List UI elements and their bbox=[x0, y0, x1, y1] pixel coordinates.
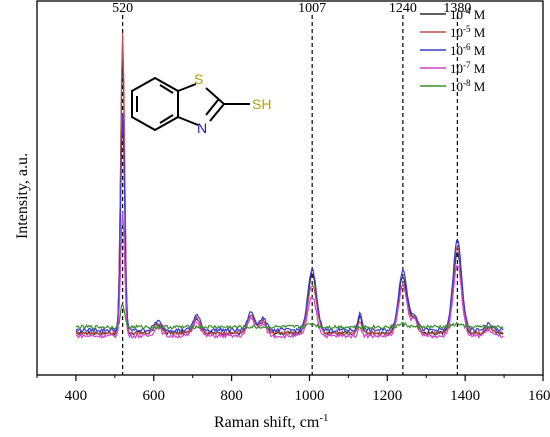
c-n-double-bond bbox=[205, 99, 219, 116]
spectrum-series-line bbox=[75, 48, 504, 337]
x-tick-label: 400 bbox=[65, 388, 88, 404]
spectrum-series-line bbox=[75, 302, 504, 331]
spectrum-series-line bbox=[75, 32, 504, 337]
peak-label: 1380 bbox=[443, 1, 471, 16]
x-tick-label: 1600 bbox=[528, 388, 550, 404]
x-tick-label: 600 bbox=[143, 388, 166, 404]
x-axis-ticks: 400 600 800 1000 1200 1400 1600 bbox=[36, 375, 550, 404]
legend-entry: 10-5 M bbox=[450, 24, 486, 40]
plot-frame bbox=[36, 0, 544, 376]
double-bond bbox=[159, 114, 174, 124]
x-tick-label: 1200 bbox=[372, 388, 402, 404]
double-bond bbox=[159, 84, 174, 94]
thiol-group-label: SH bbox=[252, 96, 271, 112]
x-tick-label: 800 bbox=[220, 388, 243, 404]
legend: 10-4 M 10-5 M 10-6 M 10-7 M 10-8 M bbox=[420, 6, 486, 94]
peak-label: 1007 bbox=[298, 1, 326, 16]
benzothiazole-thiol-structure bbox=[131, 76, 250, 132]
peak-label: 520 bbox=[112, 1, 133, 16]
c-n-bond bbox=[209, 103, 225, 122]
c-s-bond bbox=[177, 83, 197, 92]
benzene-ring bbox=[131, 76, 179, 132]
x-tick-label: 1400 bbox=[450, 388, 480, 404]
x-axis-label: Raman shift, cm-1 bbox=[214, 412, 328, 431]
legend-entry: 10-4 M bbox=[450, 6, 486, 22]
y-axis-label: Intensity, a.u. bbox=[14, 153, 31, 239]
legend-entry: 10-8 M bbox=[450, 78, 486, 94]
peak-label: 1240 bbox=[389, 1, 417, 16]
x-tick-label: 1000 bbox=[294, 388, 324, 404]
legend-entry: 10-7 M bbox=[450, 60, 486, 76]
spectrum-series-line bbox=[75, 112, 504, 334]
nitrogen-atom-label: N bbox=[197, 120, 207, 136]
series-layer bbox=[75, 32, 504, 340]
spectrum-series-line bbox=[75, 211, 504, 340]
peak-labels: 520 1007 1240 1380 bbox=[112, 1, 471, 16]
legend-entry: 10-6 M bbox=[450, 42, 486, 58]
s-c-bond bbox=[205, 87, 225, 105]
sulfur-atom-label: S bbox=[194, 71, 203, 87]
n-c-bond bbox=[177, 116, 199, 126]
peak-marker-lines bbox=[122, 15, 458, 375]
